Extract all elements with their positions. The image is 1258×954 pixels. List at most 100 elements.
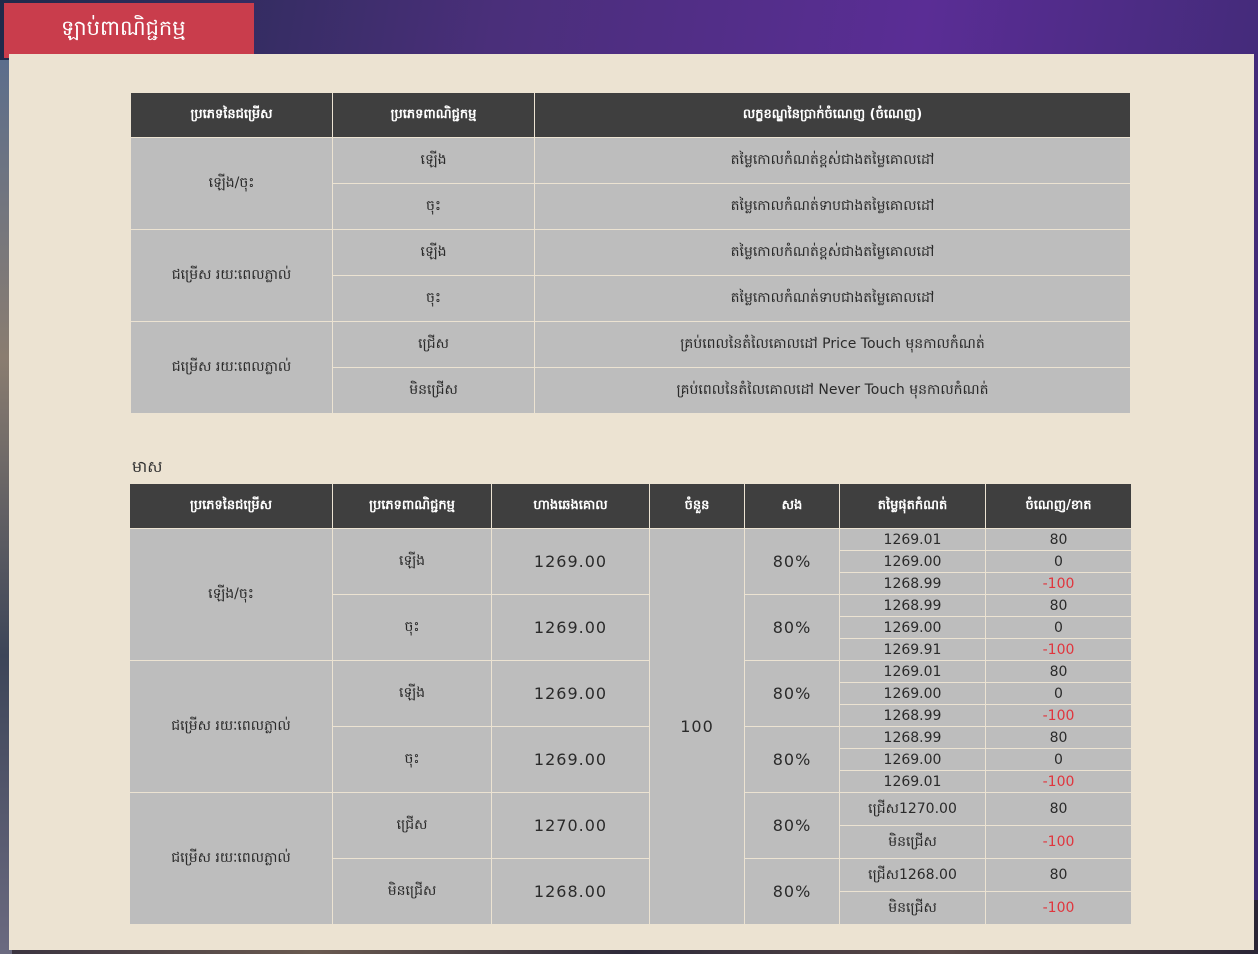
profit-loss-cell: -100 bbox=[985, 704, 1132, 727]
base-rate-cell: 1269.00 bbox=[491, 726, 650, 793]
condition-cell: តម្លៃកោលកំណត់ខ្ពស់ជាងតម្លៃគោលដៅ bbox=[534, 229, 1131, 276]
col-header-trade-type: ប្រភេទពាណិជ្ជកម្ម bbox=[332, 483, 492, 529]
option-type-cell: ឡើង/ចុះ bbox=[130, 137, 333, 230]
expiry-price-cell: 1269.00 bbox=[839, 748, 986, 771]
expiry-price-cell: 1269.00 bbox=[839, 616, 986, 639]
expiry-price-cell: មិនជ្រើស bbox=[839, 891, 986, 925]
col-header-amount: ចំនួន bbox=[649, 483, 745, 529]
base-rate-cell: 1269.00 bbox=[491, 594, 650, 661]
table-header-row: ប្រភេទនៃជម្រើស ប្រភេទពាណិជ្ជកម្ម លក្ខខណ្… bbox=[130, 92, 1131, 138]
table-row: 1269.00 0 bbox=[130, 616, 1132, 639]
trade-type-cell: ឡើង bbox=[332, 660, 492, 727]
payout-cell: 80% bbox=[744, 594, 840, 661]
trade-type-cell: មិនជ្រើស bbox=[332, 367, 535, 414]
trade-type-cell: ចុះ bbox=[332, 726, 492, 793]
table-row: 1269.00 0 bbox=[130, 550, 1132, 573]
profit-loss-cell: 80 bbox=[985, 726, 1132, 749]
profit-loss-cell: -100 bbox=[985, 770, 1132, 793]
tab-title[interactable]: ឡាប់ពាណិជ្ជកម្ម bbox=[4, 3, 254, 58]
payout-cell: 80% bbox=[744, 726, 840, 793]
table-row: ជម្រើស រយៈពេលភ្លាល់ ឡើង តម្លៃកោលកំណត់ខ្ព… bbox=[130, 229, 1131, 322]
expiry-price-cell: 1268.99 bbox=[839, 726, 986, 749]
table-row: ចុះ 1269.00 80% 1268.99 80 bbox=[130, 594, 1132, 661]
expiry-price-cell: 1269.91 bbox=[839, 638, 986, 661]
profit-loss-cell: 0 bbox=[985, 616, 1132, 639]
expiry-price-cell: ជ្រើស1268.00 bbox=[839, 858, 986, 892]
profit-loss-cell: 0 bbox=[985, 748, 1132, 771]
table-row: ឡើង/ចុះ ឡើង តម្លៃកោលកំណត់ខ្ពស់ជាងតម្លៃគោ… bbox=[130, 137, 1131, 230]
table-row: មិនជ្រើស 1268.00 80% ជ្រើស1268.00 80 bbox=[130, 858, 1132, 925]
profit-loss-cell: 80 bbox=[985, 792, 1132, 826]
trade-type-cell: ឡើង bbox=[332, 528, 492, 595]
table-row: ឡើង/ចុះ ឡើង 1269.00 100 80% 1269.01 80 bbox=[129, 528, 1132, 925]
profit-loss-cell: -100 bbox=[985, 825, 1132, 859]
expiry-price-cell: មិនជ្រើស bbox=[839, 825, 986, 859]
table-row: មិនជ្រើស -100 bbox=[130, 891, 1132, 925]
option-type-cell: ជម្រើស រយៈពេលភ្លាល់ bbox=[129, 792, 333, 925]
table-row: 1268.99 -100 bbox=[130, 704, 1132, 727]
payout-cell: 80% bbox=[744, 660, 840, 727]
payout-cell: 80% bbox=[744, 792, 840, 859]
expiry-price-cell: 1269.01 bbox=[839, 528, 986, 551]
col-header-profit-condition: លក្ខខណ្ឌនៃប្រាក់ចំណេញ (ចំណេញ) bbox=[534, 92, 1131, 138]
section-label-gold: មាស bbox=[132, 457, 163, 476]
option-type-cell: ជម្រើស រយៈពេលភ្លាល់ bbox=[130, 229, 333, 322]
gold-example-table: ប្រភេទនៃជម្រើស ប្រភេទពាណិជ្ជកម្ម ហាងឆេងគ… bbox=[129, 483, 1132, 925]
profit-loss-cell: 80 bbox=[985, 660, 1132, 683]
profit-loss-cell: 80 bbox=[985, 858, 1132, 892]
table-header-row: ប្រភេទនៃជម្រើស ប្រភេទពាណិជ្ជកម្ម ហាងឆេងគ… bbox=[129, 483, 1132, 529]
col-header-base-rate: ហាងឆេងគោល bbox=[491, 483, 650, 529]
content-panel: ប្រភេទនៃជម្រើស ប្រភេទពាណិជ្ជកម្ម លក្ខខណ្… bbox=[9, 54, 1254, 950]
trade-type-cell: ចុះ bbox=[332, 275, 535, 322]
profit-conditions-table: ប្រភេទនៃជម្រើស ប្រភេទពាណិជ្ជកម្ម លក្ខខណ្… bbox=[130, 92, 1131, 414]
condition-cell: គ្រប់ពេលនៃតំលៃគោលដៅ Never Touch មុនកាលកំ… bbox=[534, 367, 1131, 414]
col-header-profit-loss: ចំណេញ/ខាត bbox=[985, 483, 1132, 529]
col-header-expiry-price: តម្លៃផុតកំណត់ bbox=[839, 483, 986, 529]
table-row: 1269.01 -100 bbox=[130, 770, 1132, 793]
base-rate-cell: 1270.00 bbox=[491, 792, 650, 859]
expiry-price-cell: 1268.99 bbox=[839, 704, 986, 727]
expiry-price-cell: 1269.00 bbox=[839, 550, 986, 573]
base-rate-cell: 1269.00 bbox=[491, 660, 650, 727]
expiry-price-cell: 1268.99 bbox=[839, 594, 986, 617]
base-rate-cell: 1269.00 bbox=[491, 528, 650, 595]
col-header-option-type: ប្រភេទនៃជម្រើស bbox=[129, 483, 333, 529]
option-type-cell: ឡើង/ចុះ bbox=[129, 528, 333, 661]
trade-type-cell: មិនជ្រើស bbox=[332, 858, 492, 925]
option-type-cell: ជម្រើស រយៈពេលភ្លាល់ bbox=[130, 321, 333, 414]
table-row: ចុះ តម្លៃកោលកំណត់ទាបជាងតម្លៃគោលដៅ bbox=[131, 275, 1131, 322]
table-row: មិនជ្រើស -100 bbox=[130, 825, 1132, 859]
profit-loss-cell: -100 bbox=[985, 638, 1132, 661]
table-row: 1269.91 -100 bbox=[130, 638, 1132, 661]
profit-loss-cell: -100 bbox=[985, 572, 1132, 595]
expiry-price-cell: 1268.99 bbox=[839, 572, 986, 595]
payout-cell: 80% bbox=[744, 858, 840, 925]
trade-type-cell: ឡើង bbox=[332, 229, 535, 276]
trade-type-cell: ចុះ bbox=[332, 183, 535, 230]
expiry-price-cell: 1269.00 bbox=[839, 682, 986, 705]
col-header-option-type: ប្រភេទនៃជម្រើស bbox=[130, 92, 333, 138]
table-row: 1269.00 0 bbox=[130, 748, 1132, 771]
profit-loss-cell: -100 bbox=[985, 891, 1132, 925]
amount-cell: 100 bbox=[649, 528, 745, 925]
trade-type-cell: ឡើង bbox=[332, 137, 535, 184]
condition-cell: តម្លៃកោលកំណត់ទាបជាងតម្លៃគោលដៅ bbox=[534, 275, 1131, 322]
profit-loss-cell: 0 bbox=[985, 682, 1132, 705]
profit-loss-cell: 80 bbox=[985, 528, 1132, 551]
table-row: ជម្រើស រយៈពេលភ្លាល់ ឡើង 1269.00 80% 1269… bbox=[129, 660, 1132, 793]
col-header-trade-type: ប្រភេទពាណិជ្ជកម្ម bbox=[332, 92, 535, 138]
payout-cell: 80% bbox=[744, 528, 840, 595]
trade-type-cell: ជ្រើស bbox=[332, 321, 535, 368]
expiry-price-cell: 1269.01 bbox=[839, 770, 986, 793]
profit-loss-cell: 0 bbox=[985, 550, 1132, 573]
condition-cell: តម្លៃកោលកំណត់ទាបជាងតម្លៃគោលដៅ bbox=[534, 183, 1131, 230]
expiry-price-cell: 1269.01 bbox=[839, 660, 986, 683]
trade-type-cell: ជ្រើស bbox=[332, 792, 492, 859]
condition-cell: តម្លៃកោលកំណត់ខ្ពស់ជាងតម្លៃគោលដៅ bbox=[534, 137, 1131, 184]
table-row: ចុះ តម្លៃកោលកំណត់ទាបជាងតម្លៃគោលដៅ bbox=[131, 183, 1131, 230]
option-type-cell: ជម្រើស រយៈពេលភ្លាល់ bbox=[129, 660, 333, 793]
table-row: ជម្រើស រយៈពេលភ្លាល់ ជ្រើស គ្រប់ពេលនៃតំលៃ… bbox=[130, 321, 1131, 414]
expiry-price-cell: ជ្រើស1270.00 bbox=[839, 792, 986, 826]
table-row: មិនជ្រើស គ្រប់ពេលនៃតំលៃគោលដៅ Never Touch… bbox=[131, 367, 1131, 414]
col-header-payout: សង bbox=[744, 483, 840, 529]
